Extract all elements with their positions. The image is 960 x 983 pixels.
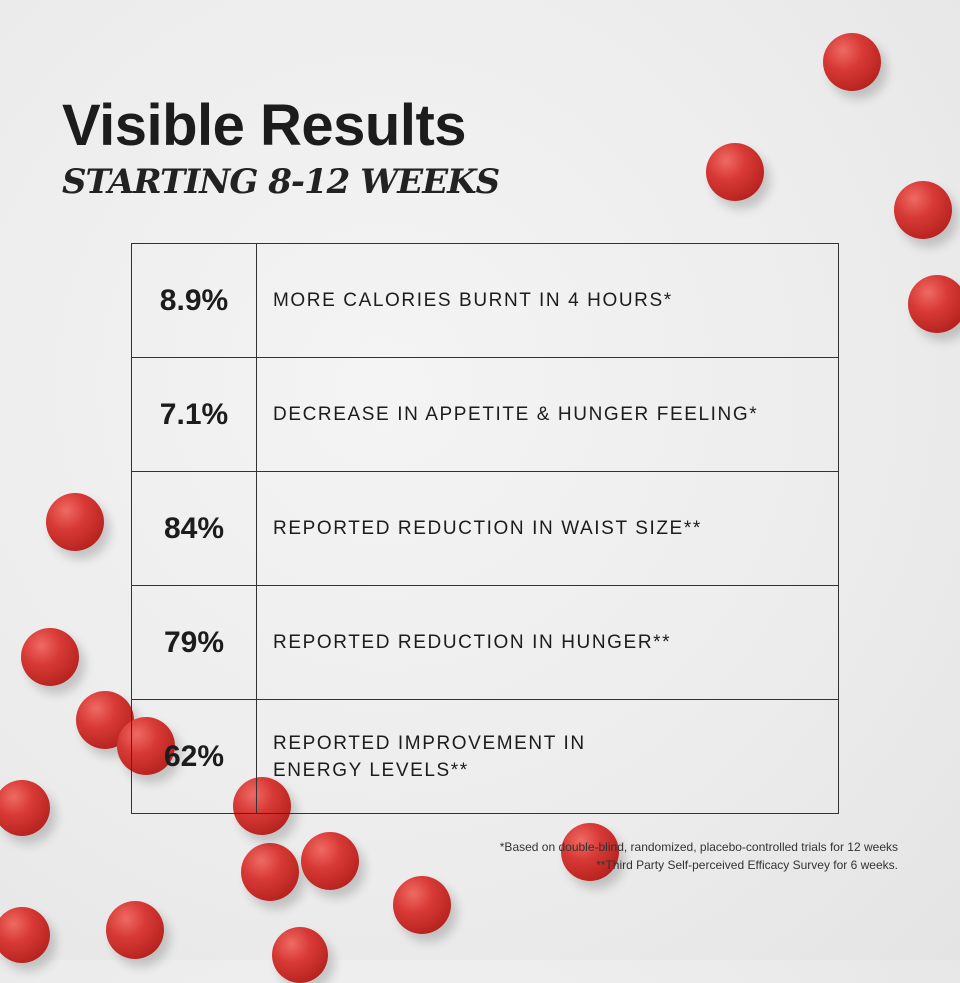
red-ball-decoration [706, 143, 764, 201]
red-ball-decoration [301, 832, 359, 890]
red-ball-decoration [21, 628, 79, 686]
page-subtitle: STARTING 8-12 WEEKS [62, 162, 500, 202]
footnotes: *Based on double-blind, randomized, plac… [500, 838, 898, 874]
table-row: 62% REPORTED IMPROVEMENT IN ENERGY LEVEL… [132, 699, 838, 813]
results-table: 8.9% MORE CALORIES BURNT IN 4 HOURS* 7.1… [131, 243, 839, 814]
red-ball-decoration [117, 717, 175, 775]
red-ball-decoration [0, 780, 50, 836]
result-value: 84% [132, 472, 257, 585]
result-value: 8.9% [132, 244, 257, 357]
red-ball-decoration [233, 777, 291, 835]
red-ball-decoration [46, 493, 104, 551]
table-row: 84% REPORTED REDUCTION IN WAIST SIZE** [132, 471, 838, 585]
result-label: DECREASE IN APPETITE & HUNGER FEELING* [273, 404, 759, 425]
table-row: 7.1% DECREASE IN APPETITE & HUNGER FEELI… [132, 357, 838, 471]
result-label: MORE CALORIES BURNT IN 4 HOURS* [273, 290, 673, 311]
result-value: 7.1% [132, 358, 257, 471]
red-ball-decoration [393, 876, 451, 934]
table-row: 8.9% MORE CALORIES BURNT IN 4 HOURS* [132, 244, 838, 357]
red-ball-decoration [894, 181, 952, 239]
red-ball-decoration [272, 927, 328, 983]
red-ball-decoration [241, 843, 299, 901]
red-ball-decoration [561, 823, 619, 881]
footnote: *Based on double-blind, randomized, plac… [499, 840, 898, 854]
result-label: REPORTED REDUCTION IN HUNGER** [273, 632, 672, 653]
red-ball-decoration [908, 275, 960, 333]
result-value: 79% [132, 586, 257, 699]
result-label: REPORTED IMPROVEMENT IN ENERGY LEVELS** [273, 732, 586, 781]
result-label: REPORTED REDUCTION IN WAIST SIZE** [273, 518, 702, 539]
footnote: **Third Party Self-perceived Efficacy Su… [596, 858, 898, 872]
table-row: 79% REPORTED REDUCTION IN HUNGER** [132, 585, 838, 699]
result-value: 62% [132, 700, 257, 813]
red-ball-decoration [106, 901, 164, 959]
red-ball-decoration [823, 33, 881, 91]
red-ball-decoration [0, 907, 50, 963]
page-title: Visible Results [62, 93, 467, 158]
